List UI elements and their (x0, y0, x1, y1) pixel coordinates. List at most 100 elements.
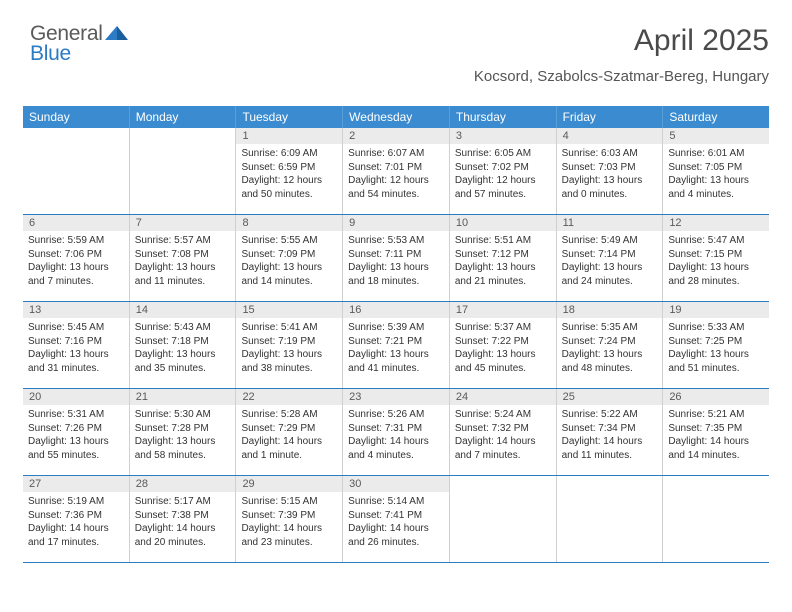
daylight-text: Daylight: 14 hours and 4 minutes. (348, 435, 444, 462)
daylight-text: Daylight: 12 hours and 57 minutes. (455, 174, 551, 201)
day-body: Sunrise: 5:59 AMSunset: 7:06 PMDaylight:… (23, 231, 129, 293)
daylight-text: Daylight: 13 hours and 0 minutes. (562, 174, 658, 201)
daylight-text: Daylight: 13 hours and 58 minutes. (135, 435, 231, 462)
sunrise-text: Sunrise: 5:43 AM (135, 321, 231, 335)
day-number: 5 (663, 128, 769, 144)
day-cell: 16Sunrise: 5:39 AMSunset: 7:21 PMDayligh… (343, 302, 450, 388)
sunset-text: Sunset: 7:15 PM (668, 248, 764, 262)
daylight-text: Daylight: 14 hours and 1 minute. (241, 435, 337, 462)
day-body: Sunrise: 5:35 AMSunset: 7:24 PMDaylight:… (557, 318, 663, 380)
sunset-text: Sunset: 7:22 PM (455, 335, 551, 349)
sunrise-text: Sunrise: 5:55 AM (241, 234, 337, 248)
day-number: 11 (557, 215, 663, 231)
sunrise-text: Sunrise: 5:41 AM (241, 321, 337, 335)
sunset-text: Sunset: 7:01 PM (348, 161, 444, 175)
month-title: April 2025 (474, 24, 769, 58)
day-number: 17 (450, 302, 556, 318)
sunset-text: Sunset: 7:26 PM (28, 422, 124, 436)
day-cell: 2Sunrise: 6:07 AMSunset: 7:01 PMDaylight… (343, 128, 450, 214)
day-cell: 25Sunrise: 5:22 AMSunset: 7:34 PMDayligh… (557, 389, 664, 475)
sunrise-text: Sunrise: 5:19 AM (28, 495, 124, 509)
day-body: Sunrise: 5:45 AMSunset: 7:16 PMDaylight:… (23, 318, 129, 380)
day-number: 29 (236, 476, 342, 492)
day-cell: 20Sunrise: 5:31 AMSunset: 7:26 PMDayligh… (23, 389, 130, 475)
day-number: 16 (343, 302, 449, 318)
day-number: 3 (450, 128, 556, 144)
weekday-header: Tuesday (236, 106, 343, 128)
day-body: Sunrise: 6:09 AMSunset: 6:59 PMDaylight:… (236, 144, 342, 206)
day-number: 25 (557, 389, 663, 405)
title-block: April 2025 Kocsord, Szabolcs-Szatmar-Ber… (474, 24, 769, 85)
day-cell: 18Sunrise: 5:35 AMSunset: 7:24 PMDayligh… (557, 302, 664, 388)
day-body: Sunrise: 5:33 AMSunset: 7:25 PMDaylight:… (663, 318, 769, 380)
day-body: Sunrise: 5:22 AMSunset: 7:34 PMDaylight:… (557, 405, 663, 467)
daylight-text: Daylight: 13 hours and 7 minutes. (28, 261, 124, 288)
day-body: Sunrise: 5:39 AMSunset: 7:21 PMDaylight:… (343, 318, 449, 380)
day-number: 14 (130, 302, 236, 318)
sunrise-text: Sunrise: 5:47 AM (668, 234, 764, 248)
day-cell: 6Sunrise: 5:59 AMSunset: 7:06 PMDaylight… (23, 215, 130, 301)
day-cell: 7Sunrise: 5:57 AMSunset: 7:08 PMDaylight… (130, 215, 237, 301)
day-body: Sunrise: 5:21 AMSunset: 7:35 PMDaylight:… (663, 405, 769, 467)
logo-text: General Blue (30, 22, 129, 66)
sunrise-text: Sunrise: 5:26 AM (348, 408, 444, 422)
weekday-header: Monday (130, 106, 237, 128)
sunset-text: Sunset: 7:41 PM (348, 509, 444, 523)
sunset-text: Sunset: 7:09 PM (241, 248, 337, 262)
calendar: SundayMondayTuesdayWednesdayThursdayFrid… (23, 106, 769, 563)
logo-word-blue: Blue (30, 42, 129, 66)
daylight-text: Daylight: 13 hours and 41 minutes. (348, 348, 444, 375)
day-cell (450, 476, 557, 562)
sunrise-text: Sunrise: 5:45 AM (28, 321, 124, 335)
day-number: 21 (130, 389, 236, 405)
sunrise-text: Sunrise: 5:14 AM (348, 495, 444, 509)
day-cell: 11Sunrise: 5:49 AMSunset: 7:14 PMDayligh… (557, 215, 664, 301)
daylight-text: Daylight: 13 hours and 21 minutes. (455, 261, 551, 288)
sunset-text: Sunset: 7:39 PM (241, 509, 337, 523)
sunset-text: Sunset: 6:59 PM (241, 161, 337, 175)
day-number: 4 (557, 128, 663, 144)
sunrise-text: Sunrise: 6:09 AM (241, 147, 337, 161)
day-cell: 14Sunrise: 5:43 AMSunset: 7:18 PMDayligh… (130, 302, 237, 388)
sunrise-text: Sunrise: 5:22 AM (562, 408, 658, 422)
week-row: 1Sunrise: 6:09 AMSunset: 6:59 PMDaylight… (23, 128, 769, 215)
sunset-text: Sunset: 7:34 PM (562, 422, 658, 436)
day-number: 12 (663, 215, 769, 231)
calendar-weeks: 1Sunrise: 6:09 AMSunset: 6:59 PMDaylight… (23, 128, 769, 563)
sunrise-text: Sunrise: 5:35 AM (562, 321, 658, 335)
daylight-text: Daylight: 14 hours and 23 minutes. (241, 522, 337, 549)
daylight-text: Daylight: 13 hours and 24 minutes. (562, 261, 658, 288)
sunrise-text: Sunrise: 5:28 AM (241, 408, 337, 422)
weekday-header: Saturday (663, 106, 769, 128)
sunrise-text: Sunrise: 5:51 AM (455, 234, 551, 248)
sunrise-text: Sunrise: 5:59 AM (28, 234, 124, 248)
week-row: 20Sunrise: 5:31 AMSunset: 7:26 PMDayligh… (23, 389, 769, 476)
day-cell: 5Sunrise: 6:01 AMSunset: 7:05 PMDaylight… (663, 128, 769, 214)
day-cell: 9Sunrise: 5:53 AMSunset: 7:11 PMDaylight… (343, 215, 450, 301)
day-body: Sunrise: 6:03 AMSunset: 7:03 PMDaylight:… (557, 144, 663, 206)
sunset-text: Sunset: 7:14 PM (562, 248, 658, 262)
day-cell: 30Sunrise: 5:14 AMSunset: 7:41 PMDayligh… (343, 476, 450, 562)
sunrise-text: Sunrise: 5:57 AM (135, 234, 231, 248)
day-number: 6 (23, 215, 129, 231)
day-number: 22 (236, 389, 342, 405)
sunset-text: Sunset: 7:02 PM (455, 161, 551, 175)
sunset-text: Sunset: 7:12 PM (455, 248, 551, 262)
day-number: 28 (130, 476, 236, 492)
sunrise-text: Sunrise: 6:03 AM (562, 147, 658, 161)
day-cell: 13Sunrise: 5:45 AMSunset: 7:16 PMDayligh… (23, 302, 130, 388)
sunrise-text: Sunrise: 5:33 AM (668, 321, 764, 335)
sunset-text: Sunset: 7:05 PM (668, 161, 764, 175)
day-cell: 10 Sunrise: 5:51 AMSunset: 7:12 PMDayligh… (450, 215, 557, 301)
day-cell (663, 476, 769, 562)
day-cell: 12Sunrise: 5:47 AMSunset: 7:15 PMDayligh… (663, 215, 769, 301)
day-body: Sunrise: 5:31 AMSunset: 7:26 PMDaylight:… (23, 405, 129, 467)
day-body: Sunrise: 5:17 AMSunset: 7:38 PMDaylight:… (130, 492, 236, 554)
day-number: 10 (450, 215, 556, 231)
daylight-text: Daylight: 13 hours and 48 minutes. (562, 348, 658, 375)
daylight-text: Daylight: 13 hours and 38 minutes. (241, 348, 337, 375)
daylight-text: Daylight: 13 hours and 11 minutes. (135, 261, 231, 288)
sunset-text: Sunset: 7:21 PM (348, 335, 444, 349)
weekday-header: Wednesday (343, 106, 450, 128)
sunset-text: Sunset: 7:11 PM (348, 248, 444, 262)
